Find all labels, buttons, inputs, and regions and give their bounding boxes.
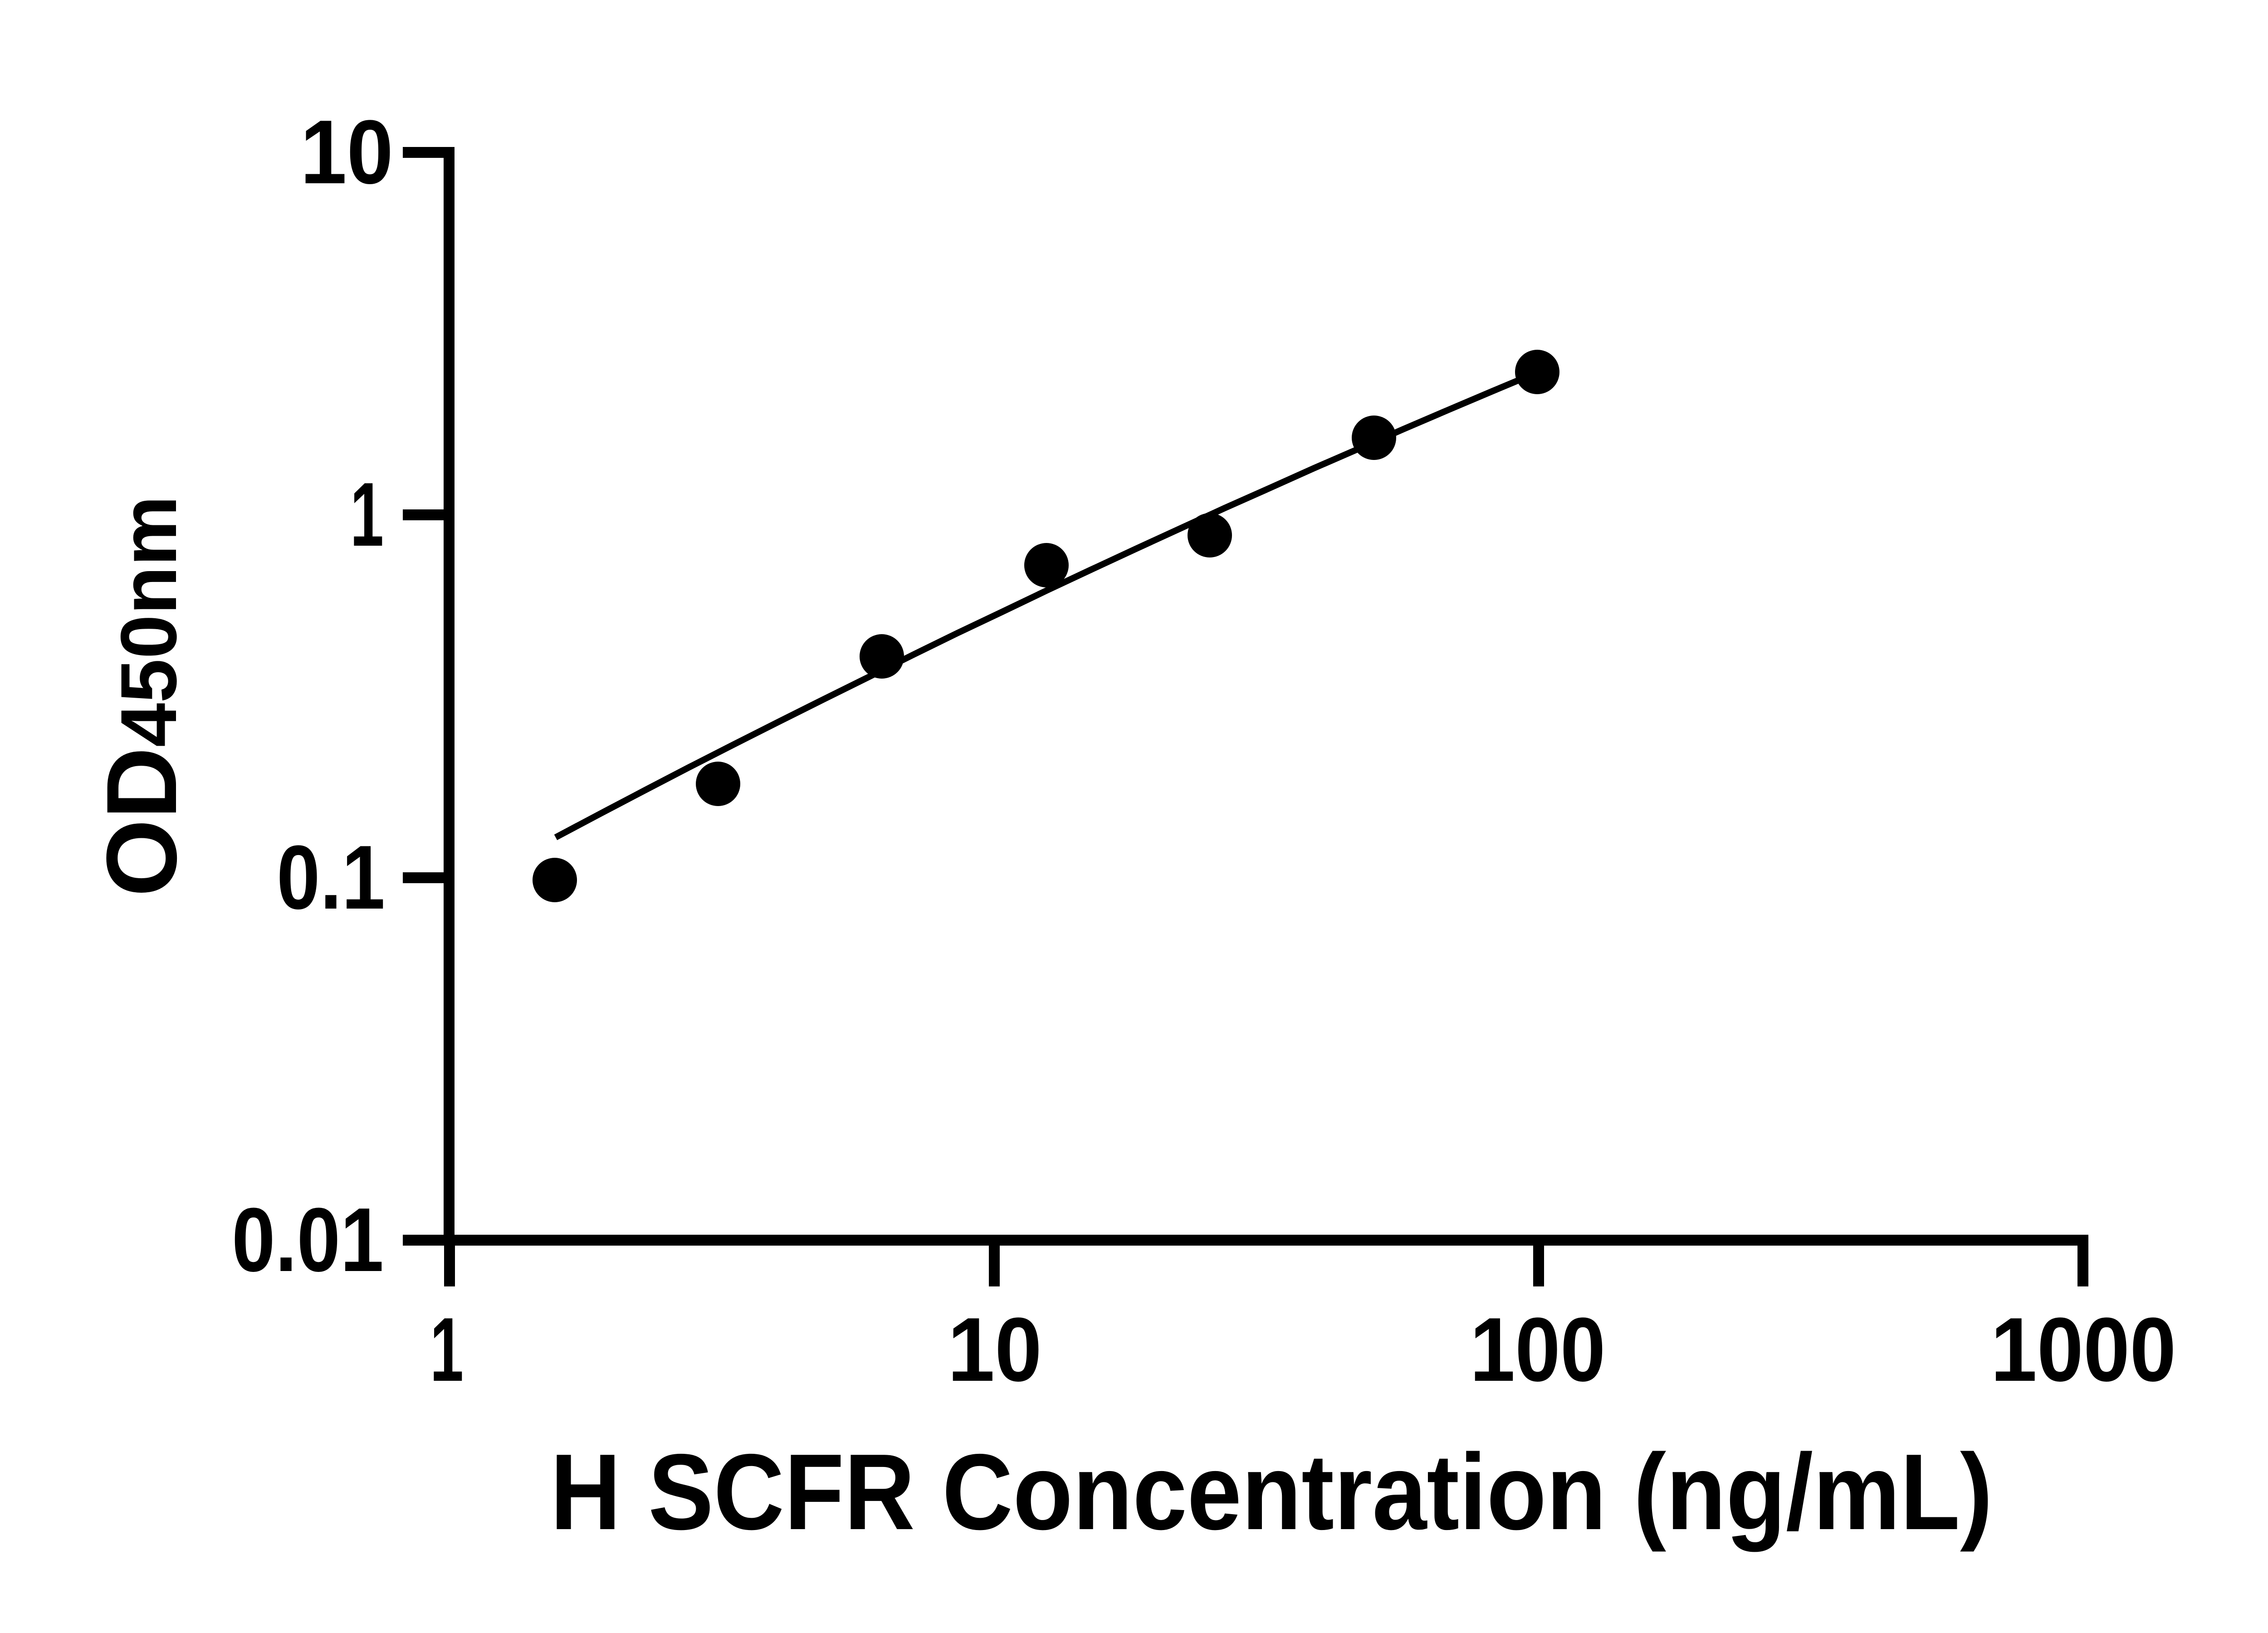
svg-text:1: 1 <box>430 1299 464 1400</box>
svg-text:H SCFR Concentration (ng/mL): H SCFR Concentration (ng/mL) <box>550 1432 1993 1552</box>
svg-text:1: 1 <box>350 464 384 565</box>
svg-text:1000: 1000 <box>1991 1299 2176 1400</box>
svg-text:100: 100 <box>1470 1299 1606 1400</box>
svg-text:10: 10 <box>300 102 393 203</box>
svg-text:0.1: 0.1 <box>277 827 385 928</box>
svg-text:10: 10 <box>948 1299 1042 1400</box>
svg-text:0.01: 0.01 <box>232 1189 384 1291</box>
